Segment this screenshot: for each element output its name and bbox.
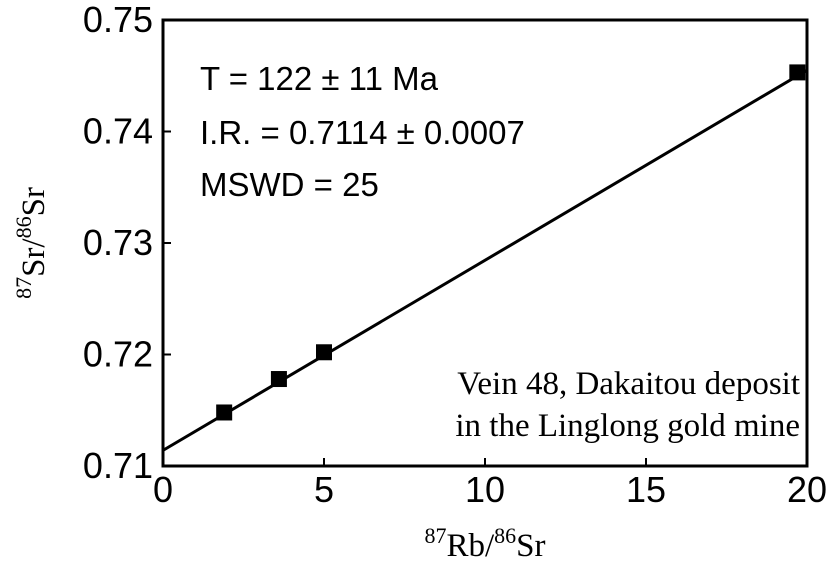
y-axis-label-base1: Sr/ <box>16 238 52 277</box>
age-annotation: T = 122 ± 11 Ma <box>200 60 439 97</box>
axis-ticks <box>162 19 808 467</box>
sample-annotation-line1: Vein 48, Dakaitou deposit <box>457 366 800 402</box>
initial-ratio-annotation: I.R. = 0.7114 ± 0.0007 <box>200 114 525 151</box>
x-axis-label-base1: Rb/ <box>446 528 495 564</box>
y-tick-label-3: 0.74 <box>83 111 153 152</box>
y-axis-label-sup1: 87 <box>11 277 36 299</box>
y-axis-label-base2: Sr <box>16 187 52 216</box>
x-axis-label-sup2: 86 <box>494 523 516 548</box>
x-tick-label-3: 15 <box>626 469 666 510</box>
x-tick-label-0: 0 <box>153 469 173 510</box>
x-tick-label-4: 20 <box>787 469 827 510</box>
mswd-annotation: MSWD = 25 <box>200 166 379 203</box>
tick-labels: 0 5 10 15 20 0.71 0.72 0.73 0.74 0.75 <box>83 0 827 510</box>
x-axis-label-base2: Sr <box>516 528 545 564</box>
y-tick-label-2: 0.73 <box>83 222 153 263</box>
y-axis-label-sup2: 86 <box>11 216 36 238</box>
y-tick-label-0: 0.71 <box>83 445 153 486</box>
x-tick-label-2: 10 <box>465 469 505 510</box>
data-point-2 <box>316 344 332 361</box>
x-axis-label: 87Rb/86Sr <box>424 523 545 564</box>
sample-annotation-line2: in the Linglong gold mine <box>455 408 800 444</box>
data-point-0 <box>216 404 233 421</box>
y-axis-label: 87Sr/86Sr <box>11 187 52 299</box>
y-tick-label-1: 0.72 <box>83 334 153 375</box>
data-point-1 <box>270 371 287 388</box>
isochron-line <box>162 68 808 452</box>
x-tick-label-1: 5 <box>314 469 334 510</box>
data-point-3 <box>789 64 806 81</box>
y-tick-label-4: 0.75 <box>83 0 153 40</box>
data-points <box>216 64 806 421</box>
x-axis-label-sup1: 87 <box>424 523 446 548</box>
